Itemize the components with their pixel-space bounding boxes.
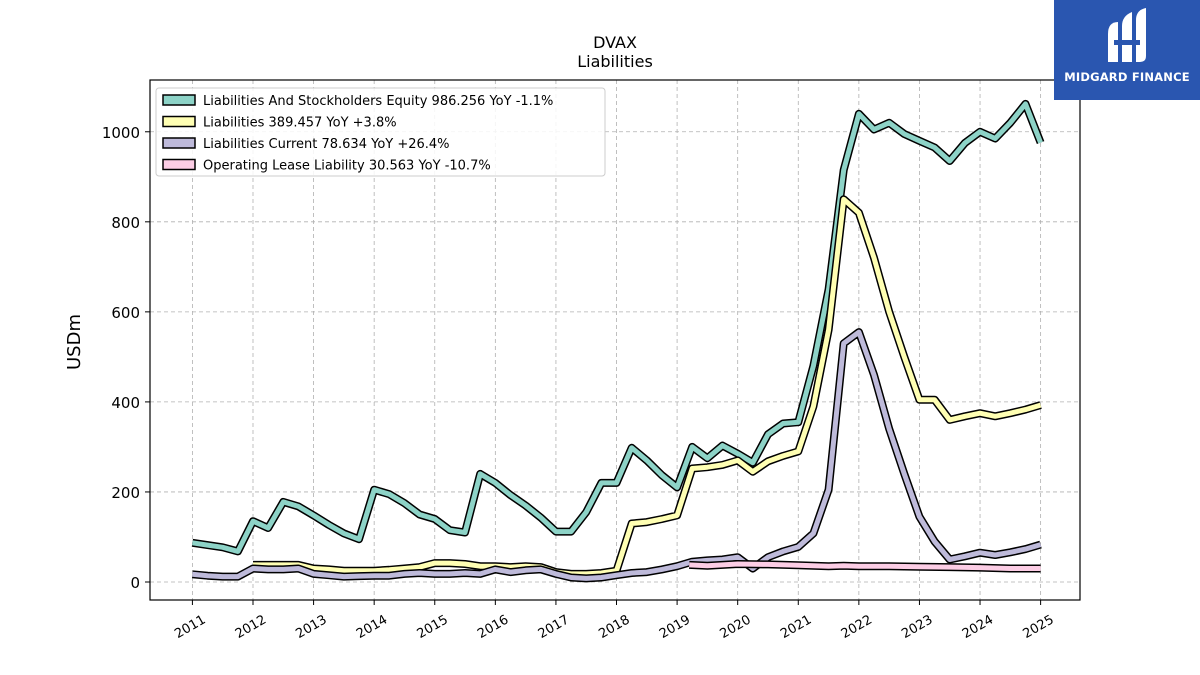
plot-frame: [149, 79, 1081, 601]
logo-text: MIDGARD FINANCE: [1064, 70, 1190, 84]
series-0: [191, 99, 1045, 556]
y-tick-label: 200: [111, 484, 140, 502]
series-line: [689, 561, 1041, 571]
legend-label: Liabilities And Stockholders Equity 986.…: [203, 94, 553, 109]
series-lines: [191, 99, 1045, 583]
legend-box: [155, 87, 606, 177]
x-tick-label: 2018: [596, 612, 632, 642]
legend-label: Liabilities 389.457 YoY +3.8%: [203, 116, 397, 131]
y-tick-label: 600: [111, 304, 140, 322]
chart-subtitle: Liabilities: [577, 52, 653, 71]
y-axis-label: USDm: [64, 314, 85, 370]
legend-label: Operating Lease Liability 30.563 YoY -10…: [203, 159, 491, 174]
x-tick-label: 2011: [172, 612, 208, 642]
legend-swatch: [162, 94, 196, 106]
y-tick-label: 0: [130, 574, 140, 592]
x-tick-label: 2020: [718, 612, 754, 642]
legend-swatch: [162, 115, 196, 128]
x-tick-label: 2013: [293, 612, 329, 642]
y-tick-label: 400: [111, 394, 140, 412]
x-tick-label: 2014: [354, 612, 390, 642]
series-line: [192, 101, 1043, 554]
legend: Liabilities And Stockholders Equity 986.…: [155, 87, 606, 177]
x-tick-label: 2016: [475, 612, 511, 642]
x-tick-label: 2017: [536, 612, 572, 642]
x-ticks: 2011 2012 2013 2014 2015 2016 2017 2018 2019 2020…: [172, 600, 1057, 642]
legend-label: Liabilities Current 78.634 YoY +26.4%: [203, 137, 450, 152]
x-tick-label: 2025: [1020, 612, 1056, 642]
y-tick-label: 800: [111, 214, 140, 232]
chart-title: DVAX: [593, 33, 637, 52]
x-tick-label: 2015: [415, 612, 451, 642]
midgard-finance-logo: MIDGARD FINANCE: [1054, 0, 1200, 100]
x-tick-label: 2019: [657, 612, 693, 642]
y-ticks: 0 200 400 600 800 1000: [102, 124, 150, 592]
series-2: [192, 328, 1042, 583]
x-tick-label: 2022: [839, 612, 875, 642]
x-tick-label: 2021: [778, 612, 814, 642]
y-tick-label: 1000: [102, 124, 140, 142]
series-3: [689, 560, 1041, 573]
series-1: [253, 195, 1042, 578]
midgard-logo-icon: [1108, 8, 1146, 62]
legend-swatch: [162, 137, 196, 149]
x-tick-label: 2012: [233, 612, 269, 642]
series-line: [253, 196, 1042, 577]
legend-swatch: [162, 158, 196, 171]
x-tick-label: 2024: [960, 612, 996, 642]
series-line: [192, 329, 1042, 581]
x-tick-label: 2023: [899, 612, 935, 642]
